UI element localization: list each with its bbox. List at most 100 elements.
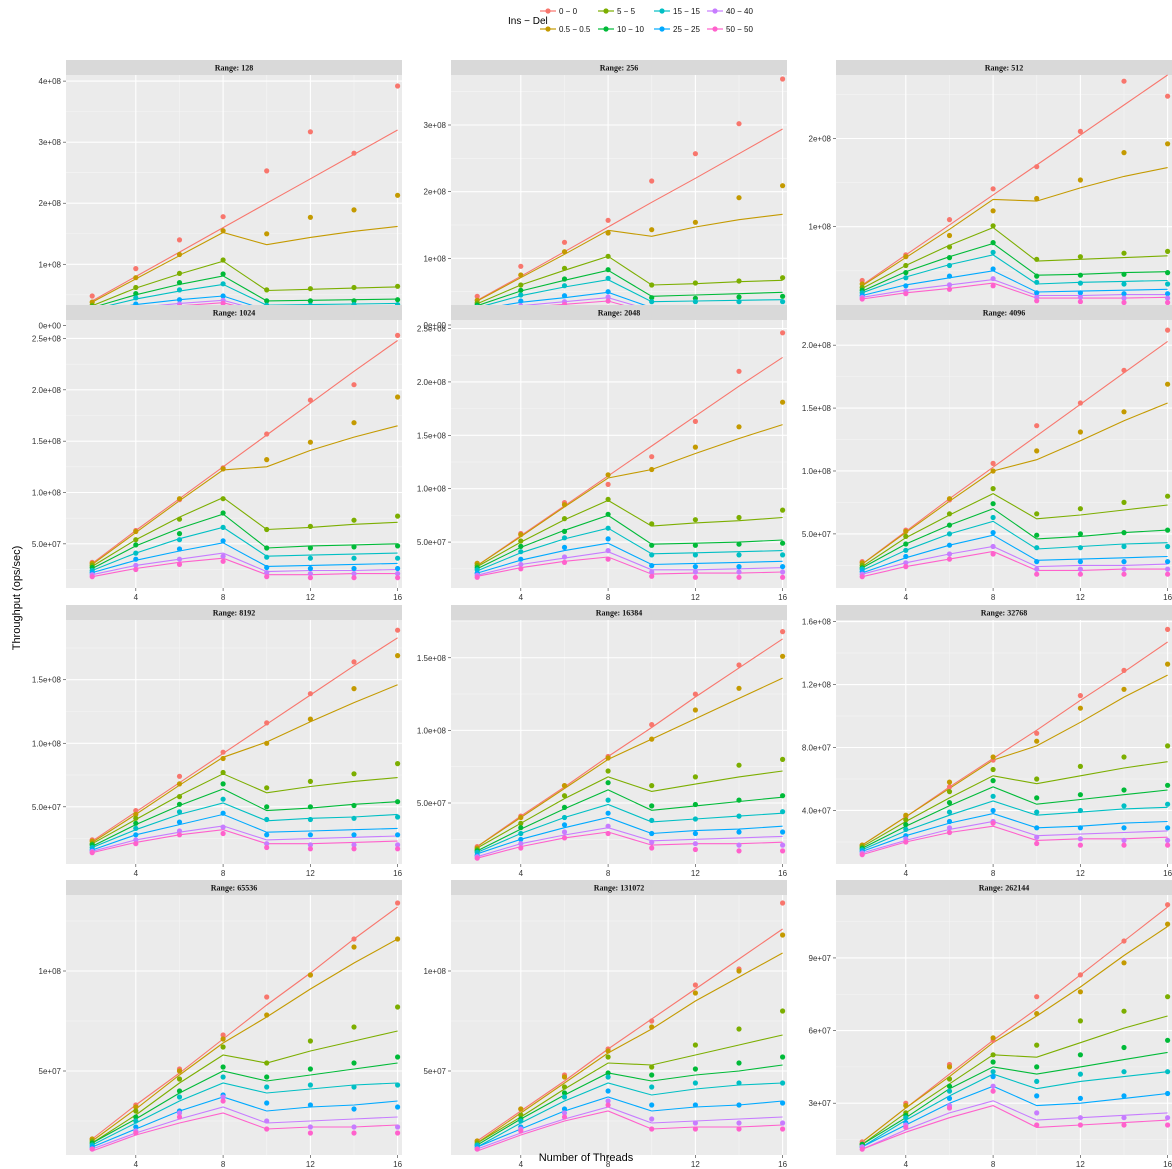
data-point <box>605 1088 611 1094</box>
data-point <box>351 565 357 572</box>
data-point <box>176 1110 183 1116</box>
data-point <box>220 1044 226 1050</box>
data-point <box>649 542 655 548</box>
series-line <box>861 508 1168 569</box>
data-point <box>990 514 996 521</box>
data-point <box>220 281 226 287</box>
data-point <box>649 227 655 233</box>
data-point <box>780 1100 786 1106</box>
data-point <box>307 439 313 445</box>
data-point <box>351 802 357 809</box>
data-point <box>133 1118 139 1124</box>
data-point <box>1077 1052 1083 1058</box>
data-point <box>1165 1122 1171 1128</box>
x-tick-label: 4 <box>134 1160 139 1169</box>
data-point <box>1034 423 1040 429</box>
facet-strip <box>451 60 787 75</box>
y-tick-label: 8.0e+07 <box>802 744 832 753</box>
data-point <box>264 994 270 1000</box>
legend-label: 15 − 15 <box>673 7 700 16</box>
data-point <box>518 836 524 842</box>
x-tick-label: 12 <box>1076 1160 1085 1169</box>
data-point <box>946 1095 953 1101</box>
data-point <box>1034 545 1040 551</box>
data-point <box>990 486 996 492</box>
data-point <box>1034 566 1040 572</box>
data-point <box>561 293 568 299</box>
data-point <box>736 541 742 547</box>
data-point <box>351 420 357 426</box>
x-tick-label: 8 <box>606 593 611 602</box>
x-tick-label: 12 <box>691 593 700 602</box>
data-point <box>1165 543 1171 550</box>
data-point <box>518 1128 524 1134</box>
data-point <box>351 571 357 577</box>
data-point <box>1165 837 1171 844</box>
data-point <box>780 552 786 558</box>
data-point <box>649 573 655 579</box>
data-point <box>133 815 139 821</box>
data-point <box>220 524 226 531</box>
data-point <box>1077 1071 1083 1077</box>
x-tick-label: 8 <box>221 869 226 878</box>
data-point <box>990 766 996 773</box>
data-point <box>780 848 786 854</box>
data-point <box>692 444 699 450</box>
data-point <box>518 1112 524 1118</box>
y-tick-label: 1.6e+08 <box>802 618 832 627</box>
data-point <box>692 151 699 157</box>
data-point <box>474 574 480 580</box>
series-line <box>477 827 783 858</box>
y-tick-label: 2.5e+08 <box>417 325 447 334</box>
data-point <box>1077 1122 1083 1128</box>
series-line <box>861 167 1168 287</box>
data-point <box>649 803 655 809</box>
data-point <box>176 1068 183 1074</box>
data-point <box>1077 566 1083 572</box>
data-point <box>518 825 524 831</box>
data-point <box>1165 493 1171 499</box>
data-point <box>474 293 480 299</box>
series-line <box>862 279 1168 298</box>
data-point <box>395 761 401 767</box>
data-point <box>518 566 524 572</box>
data-point <box>692 569 699 575</box>
facet-strip-label: Range: 262144 <box>979 884 1029 893</box>
data-point <box>133 1124 139 1130</box>
data-point <box>307 816 313 823</box>
data-point <box>351 382 357 388</box>
data-point <box>220 1032 226 1038</box>
data-point <box>903 564 909 570</box>
data-point <box>649 569 655 575</box>
data-point <box>692 299 699 305</box>
series-line <box>91 802 398 849</box>
data-point <box>561 793 568 799</box>
data-point <box>220 1064 226 1070</box>
facet-strip-label: Range: 4096 <box>983 309 1025 318</box>
series-line <box>476 952 783 1144</box>
data-point <box>1121 250 1127 256</box>
data-point <box>264 740 270 746</box>
data-point <box>561 822 568 828</box>
data-point <box>220 538 226 544</box>
data-point <box>692 774 699 780</box>
data-point <box>946 542 953 548</box>
data-point <box>946 825 953 831</box>
data-point <box>220 1098 226 1104</box>
data-point <box>307 545 313 551</box>
data-point <box>736 685 742 691</box>
data-point <box>736 368 742 374</box>
data-point <box>176 537 183 543</box>
data-point <box>1034 825 1040 831</box>
data-point <box>264 816 270 823</box>
data-point <box>307 298 313 304</box>
x-tick-label: 4 <box>519 1160 524 1169</box>
data-point <box>307 716 313 722</box>
data-point <box>605 797 611 803</box>
y-tick-label: 9e+07 <box>809 954 832 963</box>
x-tick-label: 4 <box>519 593 524 602</box>
data-point <box>1165 291 1171 297</box>
data-point <box>649 1126 655 1132</box>
data-point <box>946 1064 953 1070</box>
data-point <box>351 575 357 581</box>
